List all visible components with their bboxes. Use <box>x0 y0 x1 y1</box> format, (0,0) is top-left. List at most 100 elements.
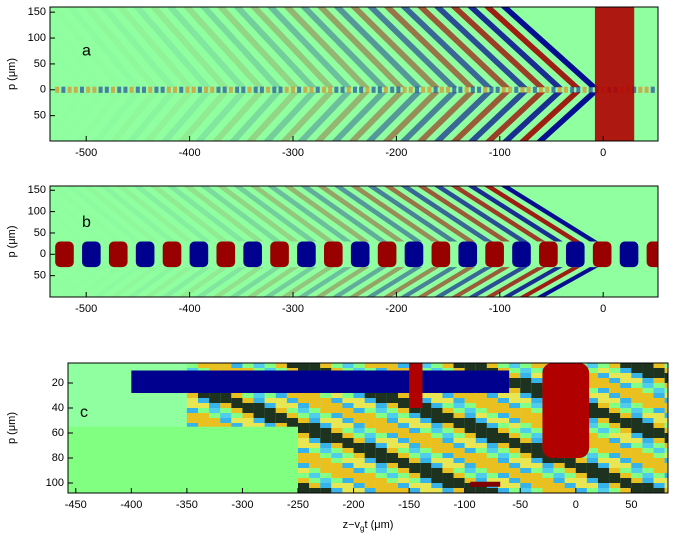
field-noise <box>431 468 443 473</box>
field-noise <box>342 403 354 408</box>
field-noise <box>320 488 332 493</box>
field-noise <box>309 86 314 93</box>
field-noise <box>420 458 432 463</box>
field-noise <box>531 393 543 398</box>
field-noise <box>284 86 289 93</box>
field-noise <box>642 458 654 463</box>
field-noise <box>342 448 354 453</box>
field-noise <box>545 86 550 93</box>
field-noise <box>531 443 543 448</box>
field-noise <box>498 473 510 478</box>
field-noise <box>664 433 668 438</box>
field-noise <box>328 86 333 93</box>
field-noise <box>309 363 321 368</box>
field-noise <box>664 383 668 388</box>
field-noise <box>586 368 598 373</box>
field-noise <box>309 408 321 413</box>
field-noise <box>353 393 365 398</box>
field-noise <box>220 423 232 428</box>
field-noise <box>642 383 654 388</box>
field-noise <box>331 398 343 403</box>
field-noise <box>620 438 632 443</box>
field-noise <box>409 438 421 443</box>
field-noise <box>453 398 465 403</box>
field-noise <box>253 398 265 403</box>
field-noise <box>409 473 421 478</box>
field-noise <box>526 86 531 93</box>
field-noise <box>409 478 421 483</box>
field-noise <box>509 418 521 423</box>
field-noise <box>475 398 487 403</box>
field-noise <box>198 393 210 398</box>
field-noise <box>442 468 454 473</box>
x-tick-label: -100 <box>489 303 511 315</box>
field-noise <box>642 483 654 488</box>
field-stripe <box>502 267 563 297</box>
field-blob <box>565 241 585 268</box>
field-noise <box>520 473 532 478</box>
field-noise <box>620 488 632 493</box>
field-noise <box>631 458 643 463</box>
field-noise <box>664 408 668 413</box>
field-noise <box>531 413 543 418</box>
field-blob <box>431 241 451 268</box>
field-noise <box>564 473 576 478</box>
field-noise <box>475 423 487 428</box>
field-stripe <box>467 267 528 297</box>
field-noise <box>586 448 598 453</box>
field-stripe <box>450 186 546 242</box>
field-noise <box>464 403 476 408</box>
x-tick-label: -150 <box>398 499 420 511</box>
field-noise <box>509 393 521 398</box>
field-noise <box>375 473 387 478</box>
field-noise <box>598 363 610 368</box>
field-noise <box>520 423 532 428</box>
field-noise <box>320 363 332 368</box>
field-stripe <box>149 7 229 88</box>
field-noise <box>653 458 665 463</box>
field-noise <box>564 468 576 473</box>
field-noise <box>464 443 476 448</box>
field-noise <box>464 86 469 93</box>
field-noise <box>383 86 388 93</box>
field-noise <box>353 428 365 433</box>
field-noise <box>664 488 668 493</box>
field-noise <box>453 428 465 433</box>
field-noise <box>498 478 510 483</box>
field-noise <box>586 473 598 478</box>
field-noise <box>331 488 343 493</box>
field-blob <box>297 241 316 268</box>
field-noise <box>509 433 521 438</box>
field-noise <box>342 423 354 428</box>
field-stripe <box>383 186 475 242</box>
field-noise <box>464 458 476 463</box>
field-noise <box>298 483 310 488</box>
field-noise <box>586 458 598 463</box>
field-noise <box>609 423 621 428</box>
field-noise <box>509 473 521 478</box>
field-noise <box>520 448 532 453</box>
field-noise <box>398 423 410 428</box>
field-noise <box>298 408 310 413</box>
field-noise <box>342 488 354 493</box>
field-noise <box>464 423 476 428</box>
field-noise <box>398 463 410 468</box>
field-noise <box>364 398 376 403</box>
field-noise <box>396 86 401 93</box>
field-noise <box>509 438 521 443</box>
field-noise <box>209 398 221 403</box>
field-stripe <box>450 7 546 88</box>
field-region <box>542 363 590 458</box>
field-noise <box>542 488 554 493</box>
field-noise <box>564 488 576 493</box>
field-noise <box>598 408 610 413</box>
field-noise <box>431 413 443 418</box>
field-noise <box>286 423 298 428</box>
field-noise <box>620 478 632 483</box>
field-noise <box>431 363 443 368</box>
field-noise <box>586 398 598 403</box>
field-noise <box>464 453 476 458</box>
field-noise <box>398 428 410 433</box>
field-noise <box>486 433 498 438</box>
field-noise <box>586 418 598 423</box>
